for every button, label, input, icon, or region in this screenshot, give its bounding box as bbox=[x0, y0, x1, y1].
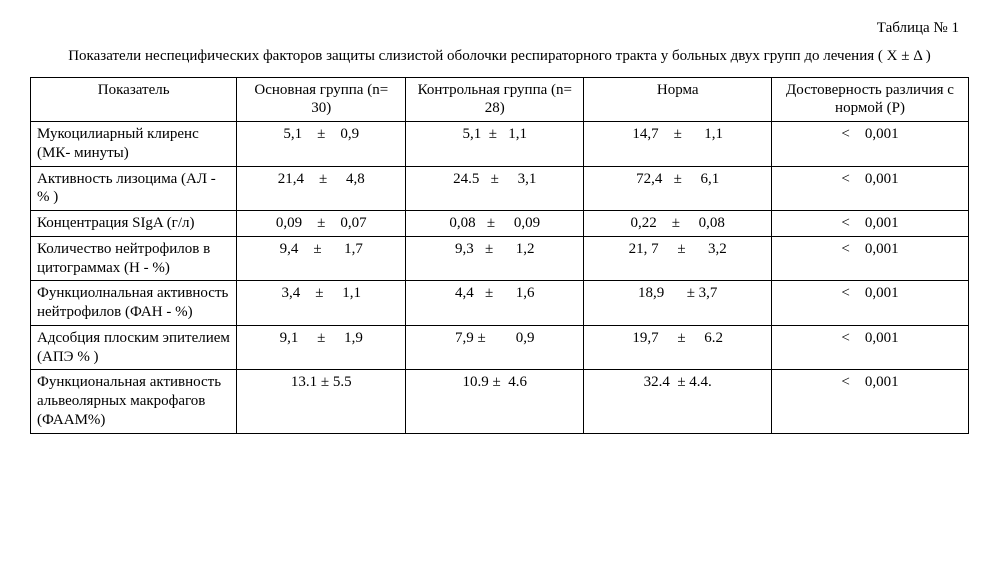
cell-p: < 0,001 bbox=[772, 325, 969, 370]
cell-norm: 14,7 ± 1,1 bbox=[584, 122, 772, 167]
cell-control: 5,1 ± 1,1 bbox=[406, 122, 584, 167]
table-row: Адсобция плоским эпителием (АПЭ % ) 9,1 … bbox=[31, 325, 969, 370]
col-header-indicator: Показатель bbox=[31, 77, 237, 122]
cell-main: 9,1 ± 1,9 bbox=[237, 325, 406, 370]
cell-control: 4,4 ± 1,6 bbox=[406, 281, 584, 326]
cell-main: 5,1 ± 0,9 bbox=[237, 122, 406, 167]
table-row: Функциональная активность альвеолярных м… bbox=[31, 370, 969, 433]
cell-norm: 21, 7 ± 3,2 bbox=[584, 236, 772, 281]
cell-control: 10.9 ± 4.6 bbox=[406, 370, 584, 433]
cell-p: < 0,001 bbox=[772, 122, 969, 167]
table-header-row: Показатель Основная группа (n= 30) Контр… bbox=[31, 77, 969, 122]
cell-indicator: Функциолнальная активность нейтрофилов (… bbox=[31, 281, 237, 326]
cell-control: 9,3 ± 1,2 bbox=[406, 236, 584, 281]
col-header-significance: Достоверность различия с нормой (Р) bbox=[772, 77, 969, 122]
cell-control: 0,08 ± 0,09 bbox=[406, 211, 584, 237]
data-table: Показатель Основная группа (n= 30) Контр… bbox=[30, 77, 969, 434]
cell-control: 7,9 ± 0,9 bbox=[406, 325, 584, 370]
cell-indicator: Активность лизоцима (АЛ - % ) bbox=[31, 166, 237, 211]
table-row: Мукоцилиарный клиренс (МК- минуты) 5,1 ±… bbox=[31, 122, 969, 167]
cell-p: < 0,001 bbox=[772, 236, 969, 281]
col-header-norm: Норма bbox=[584, 77, 772, 122]
cell-indicator: Мукоцилиарный клиренс (МК- минуты) bbox=[31, 122, 237, 167]
table-row: Функциолнальная активность нейтрофилов (… bbox=[31, 281, 969, 326]
cell-norm: 18,9 ± 3,7 bbox=[584, 281, 772, 326]
cell-indicator: Количество нейтрофилов в цитограммах (Н … bbox=[31, 236, 237, 281]
table-caption: Показатели неспецифических факторов защи… bbox=[50, 47, 950, 67]
cell-main: 9,4 ± 1,7 bbox=[237, 236, 406, 281]
cell-indicator: Адсобция плоским эпителием (АПЭ % ) bbox=[31, 325, 237, 370]
cell-p: < 0,001 bbox=[772, 281, 969, 326]
cell-indicator: Функциональная активность альвеолярных м… bbox=[31, 370, 237, 433]
table-row: Активность лизоцима (АЛ - % ) 21,4 ± 4,8… bbox=[31, 166, 969, 211]
cell-indicator: Концентрация SIgA (г/л) bbox=[31, 211, 237, 237]
cell-p: < 0,001 bbox=[772, 370, 969, 433]
cell-control: 24.5 ± 3,1 bbox=[406, 166, 584, 211]
cell-norm: 19,7 ± 6.2 bbox=[584, 325, 772, 370]
table-number-label: Таблица № 1 bbox=[30, 20, 969, 37]
col-header-control-group: Контрольная группа (n= 28) bbox=[406, 77, 584, 122]
cell-p: < 0,001 bbox=[772, 166, 969, 211]
table-row: Количество нейтрофилов в цитограммах (Н … bbox=[31, 236, 969, 281]
cell-norm: 0,22 ± 0,08 bbox=[584, 211, 772, 237]
col-header-main-group: Основная группа (n= 30) bbox=[237, 77, 406, 122]
cell-main: 13.1 ± 5.5 bbox=[237, 370, 406, 433]
cell-main: 0,09 ± 0,07 bbox=[237, 211, 406, 237]
cell-norm: 32.4 ± 4.4. bbox=[584, 370, 772, 433]
table-row: Концентрация SIgA (г/л) 0,09 ± 0,07 0,08… bbox=[31, 211, 969, 237]
cell-norm: 72,4 ± 6,1 bbox=[584, 166, 772, 211]
cell-main: 3,4 ± 1,1 bbox=[237, 281, 406, 326]
cell-main: 21,4 ± 4,8 bbox=[237, 166, 406, 211]
cell-p: < 0,001 bbox=[772, 211, 969, 237]
